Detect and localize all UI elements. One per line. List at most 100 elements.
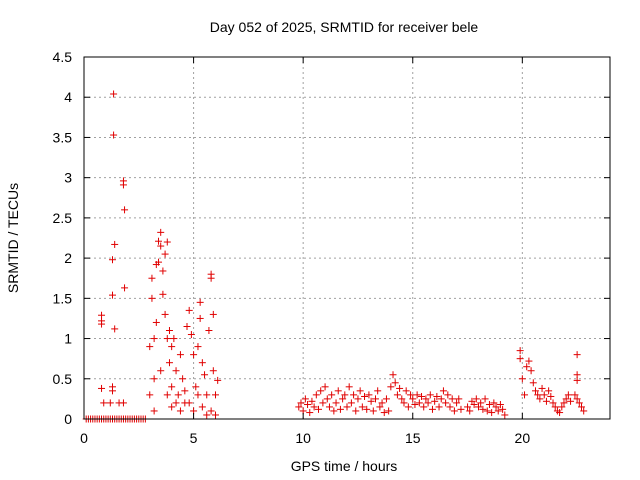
data-point xyxy=(343,403,351,411)
data-point xyxy=(529,379,537,387)
data-point xyxy=(389,371,397,379)
x-tick-label: 20 xyxy=(515,430,531,446)
data-point xyxy=(369,407,377,415)
x-tick-label: 15 xyxy=(405,430,421,446)
data-point xyxy=(209,310,217,318)
data-point xyxy=(527,367,535,375)
data-point xyxy=(418,392,426,400)
data-point xyxy=(98,384,106,392)
data-point xyxy=(413,391,421,399)
data-point xyxy=(198,359,206,367)
data-point xyxy=(155,237,163,245)
data-point xyxy=(407,391,415,399)
data-point xyxy=(525,357,533,365)
data-point xyxy=(560,399,568,407)
data-point xyxy=(448,395,456,403)
data-point xyxy=(345,383,353,391)
data-point xyxy=(98,320,106,328)
data-point xyxy=(350,391,358,399)
data-point xyxy=(415,399,423,407)
data-point xyxy=(378,399,386,407)
data-point xyxy=(179,375,187,383)
data-point xyxy=(159,290,167,298)
x-axis-ticks: 0 5 10 15 20 xyxy=(80,57,530,446)
data-point xyxy=(315,405,323,413)
data-point xyxy=(310,403,318,411)
data-point xyxy=(183,322,191,330)
data-point xyxy=(442,399,450,407)
data-point xyxy=(203,391,211,399)
y-tick-label: 4.5 xyxy=(53,49,73,65)
data-point xyxy=(485,401,493,409)
data-point xyxy=(437,395,445,403)
data-point xyxy=(163,335,171,343)
data-point xyxy=(108,291,116,299)
data-point xyxy=(150,375,158,383)
data-point xyxy=(168,403,176,411)
data-point xyxy=(391,379,399,387)
data-point xyxy=(571,391,579,399)
data-point xyxy=(490,399,498,407)
data-point xyxy=(159,267,167,275)
data-point xyxy=(214,376,222,384)
y-axis-label: SRMTID / TECUs xyxy=(5,183,21,293)
data-point xyxy=(499,405,507,413)
data-point xyxy=(551,403,559,411)
data-point xyxy=(516,347,524,355)
y-tick-label: 1.5 xyxy=(53,290,73,306)
data-point xyxy=(321,383,329,391)
data-point xyxy=(332,399,340,407)
data-point xyxy=(558,403,566,411)
data-point xyxy=(396,384,404,392)
data-point xyxy=(547,392,555,400)
data-point xyxy=(205,327,213,335)
data-points xyxy=(82,90,588,423)
data-point xyxy=(492,403,500,411)
data-point xyxy=(404,403,412,411)
data-point xyxy=(573,395,581,403)
data-point xyxy=(450,407,458,415)
data-point xyxy=(323,395,331,403)
data-point xyxy=(110,90,118,98)
data-point xyxy=(580,407,588,415)
data-point xyxy=(212,411,219,419)
data-point xyxy=(536,395,544,403)
data-point xyxy=(472,395,480,403)
data-point xyxy=(148,294,156,302)
data-point xyxy=(111,240,119,248)
data-point xyxy=(194,391,202,399)
data-point xyxy=(393,391,401,399)
y-tick-label: 2 xyxy=(64,250,72,266)
data-point xyxy=(501,411,509,419)
x-tick-label: 0 xyxy=(80,430,88,446)
data-point xyxy=(453,399,461,407)
data-point xyxy=(521,391,529,399)
data-point xyxy=(306,409,314,417)
data-point xyxy=(470,401,478,409)
data-point xyxy=(168,383,176,391)
data-point xyxy=(481,395,489,403)
data-point xyxy=(365,391,373,399)
data-point xyxy=(185,306,193,314)
data-point xyxy=(387,383,395,391)
data-point xyxy=(187,331,195,339)
data-point xyxy=(185,399,193,407)
data-point xyxy=(531,387,539,395)
plot-frame xyxy=(83,56,611,420)
data-point xyxy=(304,401,312,409)
data-point xyxy=(328,391,336,399)
data-point xyxy=(466,407,474,415)
x-axis-label: GPS time / hours xyxy=(291,458,398,474)
data-point xyxy=(203,411,211,419)
data-point xyxy=(336,405,344,413)
data-point xyxy=(374,387,382,395)
data-point xyxy=(422,395,430,403)
data-point xyxy=(573,376,581,384)
data-point xyxy=(542,397,550,405)
data-point xyxy=(538,384,546,392)
data-point xyxy=(325,403,333,411)
data-point xyxy=(439,387,447,395)
data-point xyxy=(146,391,154,399)
data-point xyxy=(428,405,436,413)
